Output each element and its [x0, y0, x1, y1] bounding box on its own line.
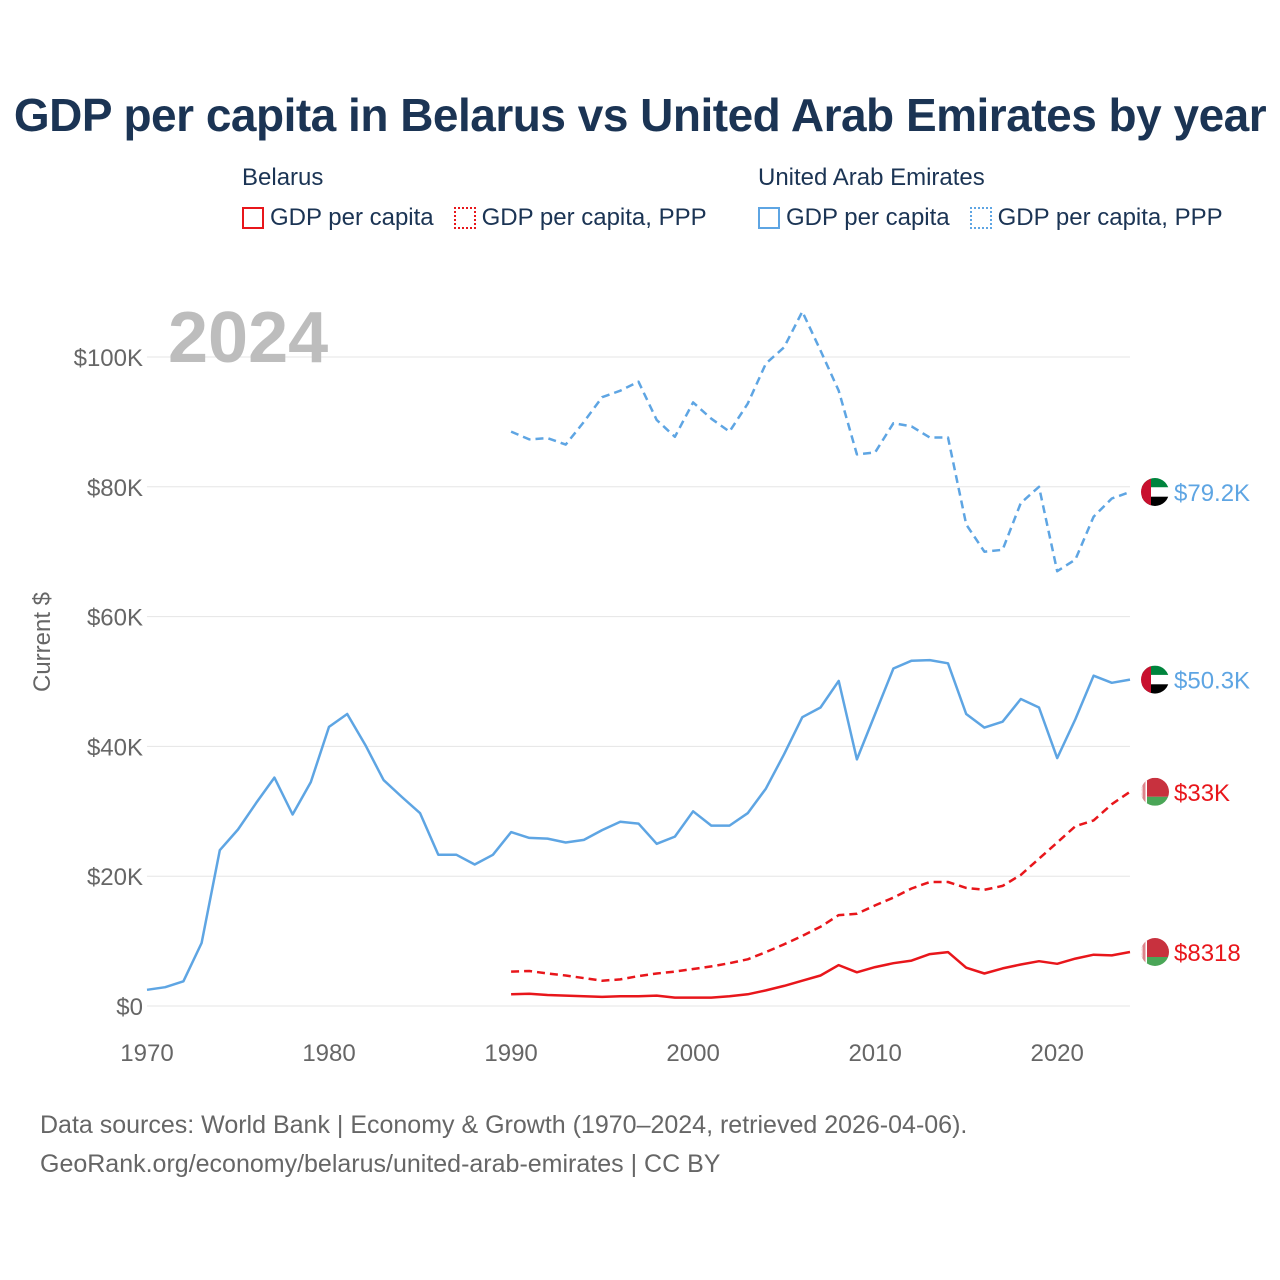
legend-belarus-country: Belarus: [242, 164, 324, 191]
y-axis-label: Current $: [29, 592, 56, 692]
legend-label-uae-ppp: GDP per capita, PPP: [997, 204, 1223, 231]
legend-uae: United Arab Emirates GDP per capita GDP …: [758, 164, 1223, 232]
y-axis-ticks: $0 $20K $40K $60K $80K $100K: [74, 345, 143, 1021]
end-value-label: $33K: [1174, 780, 1230, 807]
series-line-belarus-ppp[interactable]: [511, 790, 1131, 982]
flag-icon-belarus: [1141, 938, 1169, 966]
legend-uae-country: United Arab Emirates: [758, 164, 985, 191]
legend-swatch-uae-ppp: [969, 207, 992, 229]
legend-label-belarus-gdp: GDP per capita: [270, 204, 434, 231]
end-value-label: $50.3K: [1174, 668, 1250, 695]
legend-item-uae-ppp[interactable]: GDP per capita, PPP: [969, 204, 1223, 232]
year-label: 2024: [168, 298, 328, 378]
y-tick-label: $80K: [87, 475, 143, 502]
flag-icon-uae: [1141, 478, 1169, 506]
legend-belarus: Belarus GDP per capita GDP per capita, P…: [242, 164, 707, 232]
chart-title: GDP per capita in Belarus vs United Arab…: [13, 89, 1267, 141]
x-tick-label: 1980: [302, 1040, 355, 1067]
legend-swatch-uae-gdp: [758, 207, 780, 229]
x-tick-label: 2020: [1030, 1040, 1083, 1067]
series-line-uae-ppp[interactable]: [510, 310, 1131, 573]
series-line-belarus-gdp[interactable]: [511, 950, 1131, 999]
legend-swatch-belarus-ppp: [453, 207, 476, 229]
series-line-uae-gdp[interactable]: [146, 658, 1131, 992]
y-tick-label: $60K: [87, 605, 143, 632]
end-markers: $79.2K $50.3K $33K $8318: [1141, 478, 1250, 967]
y-tick-label: $100K: [74, 345, 143, 372]
footer: Data sources: World Bank | Economy & Gro…: [40, 1106, 967, 1184]
grid-lines: [147, 356, 1130, 1007]
footer-sources: Data sources: World Bank | Economy & Gro…: [40, 1111, 968, 1139]
legend-label-belarus-ppp: GDP per capita, PPP: [481, 204, 707, 231]
y-tick-label: $40K: [87, 734, 143, 761]
x-tick-label: 2010: [848, 1040, 901, 1067]
x-tick-label: 1970: [120, 1040, 173, 1067]
x-axis-ticks: 1970 1980 1990 2000 2010 2020: [120, 1040, 1084, 1067]
legend-swatch-belarus-gdp: [242, 207, 264, 229]
flag-icon-belarus: [1141, 777, 1169, 806]
footer-link[interactable]: GeoRank.org/economy/belarus/united-arab-…: [40, 1150, 721, 1178]
x-tick-label: 1990: [484, 1040, 537, 1067]
flag-icon-uae: [1141, 665, 1169, 694]
legend-label-uae-gdp: GDP per capita: [786, 204, 950, 231]
y-tick-label: $20K: [87, 864, 143, 891]
legend-item-belarus-gdp[interactable]: GDP per capita: [242, 204, 434, 232]
end-value-label: $8318: [1174, 940, 1241, 967]
x-tick-label: 2000: [666, 1040, 719, 1067]
legend-item-uae-gdp[interactable]: GDP per capita: [758, 204, 950, 232]
y-tick-label: $0: [116, 994, 143, 1021]
legend-item-belarus-ppp[interactable]: GDP per capita, PPP: [453, 204, 707, 232]
series-lines: [146, 310, 1131, 999]
end-value-label: $79.2K: [1174, 480, 1250, 507]
